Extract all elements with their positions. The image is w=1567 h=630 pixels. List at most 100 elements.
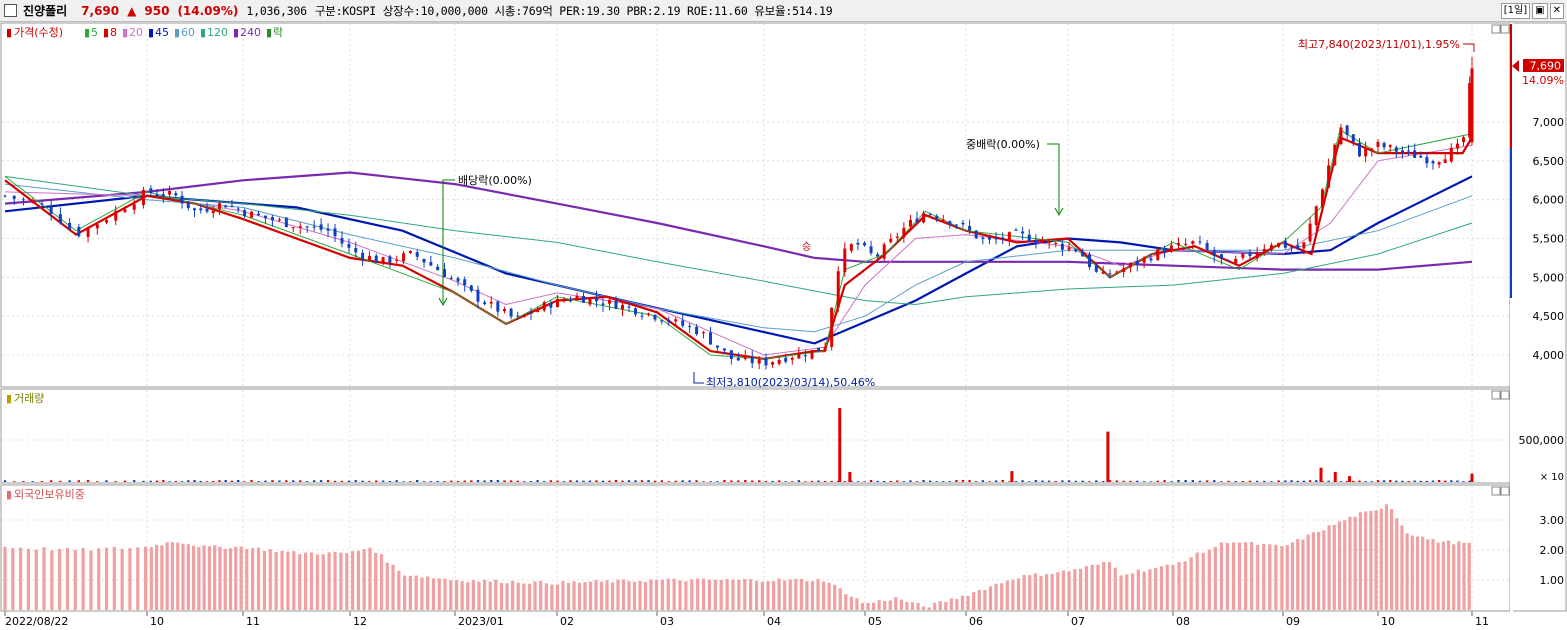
volume-bar (1041, 480, 1044, 482)
foreign-bar (737, 579, 741, 610)
x-tick-label: 08 (1176, 615, 1190, 628)
candle-body (660, 320, 664, 322)
legend-ma-45: 45 (155, 26, 169, 39)
candle-body (736, 358, 740, 361)
foreign-bar (298, 554, 302, 610)
candle-body (810, 350, 814, 359)
volume-pane[interactable] (0, 388, 1511, 484)
volume-bar (155, 480, 159, 482)
candle-body (582, 296, 585, 303)
candle-body (361, 252, 365, 259)
volume-bar (942, 481, 945, 482)
candle-body (1425, 157, 1429, 164)
candle-body (333, 228, 337, 237)
volume-bar (660, 480, 664, 482)
candle-body (935, 215, 939, 219)
candle-body (1101, 271, 1105, 274)
foreign-bar (1096, 564, 1100, 610)
candle-body (1470, 68, 1474, 143)
volume-bar (361, 480, 364, 482)
legend-ma-60: 60 (181, 26, 195, 39)
volume-bar (333, 480, 337, 482)
trade-volume: 1,036,306 (246, 3, 307, 18)
candle-body (483, 302, 487, 305)
foreign-bar (1044, 574, 1049, 610)
close-button[interactable]: ✕ (1549, 3, 1564, 19)
x-tick-label: 2023/01 (458, 615, 504, 628)
legend-price: 가격(수정) (14, 26, 63, 39)
candle-body (1135, 261, 1139, 265)
volume-bar (882, 480, 886, 482)
volume-bar (1308, 480, 1312, 482)
foreign-bar (112, 547, 116, 610)
candle-body (928, 214, 932, 216)
foreign-bar (391, 564, 395, 610)
foreign-bar (760, 581, 764, 610)
volume-bar (114, 481, 117, 482)
volume-bar (863, 481, 866, 482)
volume-bar (1088, 481, 1091, 482)
legend-ma-5: 5 (91, 26, 98, 39)
price-change: 950 (144, 3, 170, 18)
foreign-bar (1369, 511, 1373, 610)
candle-body (987, 237, 991, 240)
foreign-bar (251, 547, 255, 610)
candle-body (58, 214, 62, 224)
candle-body (305, 226, 309, 228)
candle-body (681, 320, 685, 326)
volume-bar (702, 481, 705, 482)
foreign-bar (866, 602, 870, 610)
foreign-bar (949, 598, 953, 610)
volume-bar (1382, 480, 1386, 482)
volume-bar (1115, 480, 1119, 482)
foreign-bar (1148, 569, 1152, 610)
volume-bar (96, 481, 99, 482)
foreign-bar (315, 554, 319, 610)
volume-bar (1327, 480, 1330, 482)
candle-body (536, 309, 540, 312)
foreign-bar (1421, 536, 1425, 610)
candle-body (1339, 127, 1343, 145)
period-button[interactable]: [1일] (1500, 3, 1531, 19)
candle-body (695, 326, 699, 335)
candle-body (1364, 148, 1368, 157)
foreign-bar (566, 582, 571, 610)
volume-bar (278, 480, 281, 482)
volume-bar (667, 481, 670, 482)
volume-bar (193, 480, 196, 482)
volume-bar (402, 481, 405, 482)
volume-bar (388, 480, 392, 482)
select-checkbox[interactable] (4, 4, 17, 17)
candle-body (180, 195, 184, 204)
foreign-bar (1125, 574, 1129, 610)
foreign-bar (916, 603, 920, 610)
volume-bar (416, 480, 419, 482)
price-pane[interactable] (0, 22, 1511, 388)
candle-body (608, 299, 611, 304)
foreign-bar (632, 581, 637, 610)
foreign-bar (494, 579, 498, 610)
candle-body (3, 195, 7, 197)
candle-body (895, 236, 899, 238)
price-pane-buttons[interactable] (1491, 24, 1510, 496)
foreign-bar (1000, 583, 1004, 610)
foreign-bar (910, 602, 915, 610)
candle-body (1388, 145, 1392, 147)
candle-body (1382, 143, 1386, 148)
candle-body (627, 306, 631, 308)
restore-button[interactable]: ▣ (1532, 3, 1548, 19)
candle-body (502, 309, 506, 312)
volume-bar (777, 480, 781, 482)
x-tick-label: 11 (246, 615, 260, 628)
foreign-bar (1011, 579, 1015, 610)
candle-body (449, 277, 453, 279)
foreign-tick-label: 1.00 (1540, 574, 1565, 587)
volume-bar (1333, 471, 1337, 482)
foreign-bar (1201, 552, 1205, 610)
candle-body (1333, 144, 1337, 166)
foreign-bar (1084, 566, 1088, 610)
volume-bar (1010, 471, 1014, 482)
volume-bar (354, 480, 357, 482)
price-candles (3, 56, 1474, 370)
